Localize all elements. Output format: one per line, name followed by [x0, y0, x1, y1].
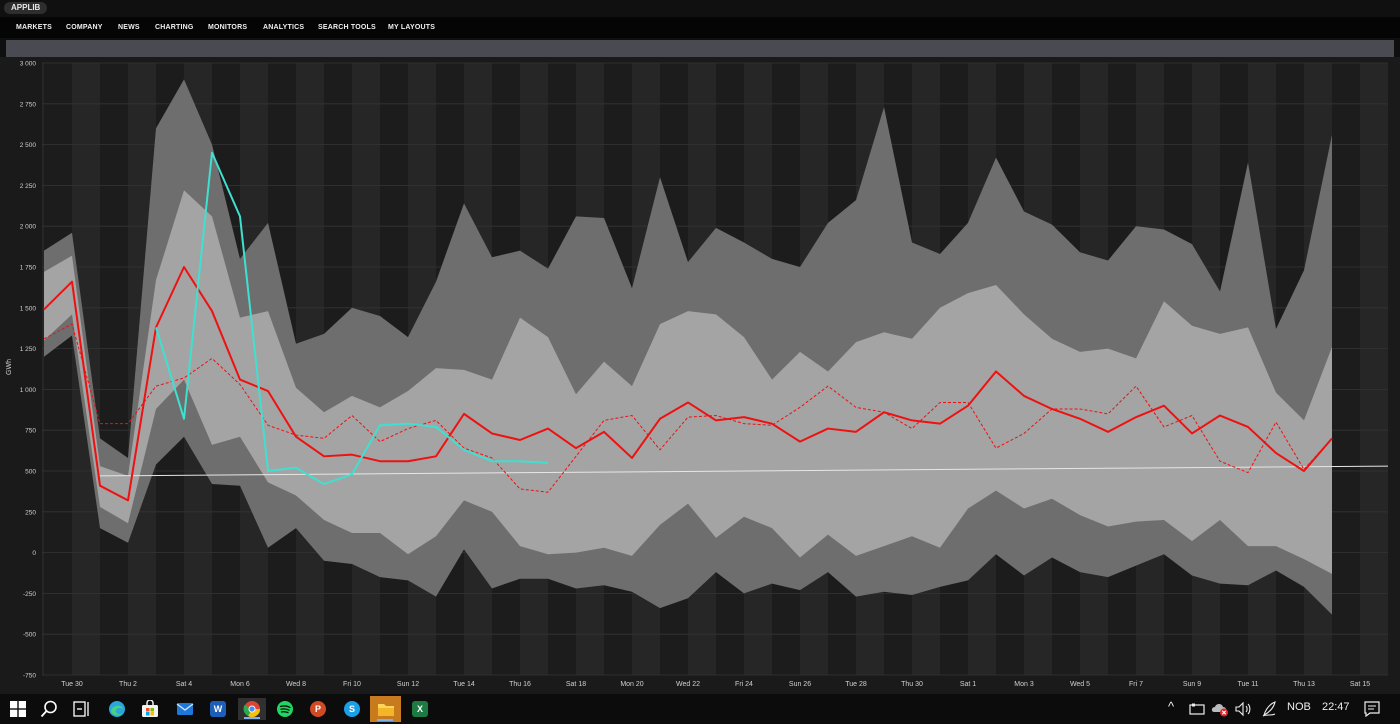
chart-panel[interactable]: 3 000 2 750 2 500 2 250 2 000 1 750 1 500 1 250… [0, 57, 1400, 694]
y-tick-label: 1 750 [20, 265, 37, 272]
x-tick-label: Mon 6 [230, 681, 250, 688]
y-tick-label: -750 [23, 673, 36, 680]
y-tick-label: 1 000 [20, 387, 37, 394]
x-tick-label: Sun 9 [1183, 681, 1201, 688]
series-line-1 [43, 323, 1333, 493]
y-tick-label: 250 [25, 509, 36, 516]
language-indicator[interactable]: NOB [1287, 701, 1311, 713]
menu-company[interactable]: COMPANY [66, 24, 103, 31]
x-tick-label: Wed 8 [286, 681, 306, 688]
excel-icon[interactable]: X [409, 698, 431, 720]
powerpoint-icon[interactable]: P [307, 698, 329, 720]
spotify-icon[interactable] [274, 698, 296, 720]
main-menu: MARKETS COMPANY NEWS CHARTING MONITORS A… [0, 17, 1400, 38]
y-tick-label: 750 [25, 428, 36, 435]
mail-icon[interactable] [174, 698, 196, 720]
y-tick-label: -250 [23, 591, 36, 598]
baseline-trend-line [99, 465, 1389, 477]
x-tick-label: Fri 24 [735, 681, 753, 688]
file-explorer-icon[interactable] [370, 696, 401, 722]
x-tick-label: Tue 28 [845, 681, 867, 688]
menu-monitors[interactable]: MONITORS [208, 24, 248, 31]
series-line-2 [155, 151, 549, 486]
y-tick-label: 2 500 [20, 142, 37, 149]
column-shade [42, 63, 44, 675]
menu-my-layouts[interactable]: MY LAYOUTS [388, 24, 436, 31]
y-axis-label: GWh [6, 359, 13, 375]
x-tick-label: Mon 20 [620, 681, 643, 688]
y-tick-label: 1 500 [20, 305, 37, 312]
menu-charting[interactable]: CHARTING [155, 24, 194, 31]
chrome-icon[interactable] [238, 698, 266, 720]
store-icon[interactable] [139, 698, 161, 720]
x-tick-label: Fri 7 [1129, 681, 1143, 688]
title-bar: APPLIB [0, 0, 1400, 17]
volume-icon[interactable] [1232, 698, 1254, 720]
x-tick-label: Thu 2 [119, 681, 137, 688]
x-tick-label: Sat 1 [960, 681, 976, 688]
menu-markets[interactable]: MARKETS [16, 24, 53, 31]
x-tick-label: Mon 3 [1014, 681, 1034, 688]
notification-icon[interactable] [1361, 698, 1383, 720]
x-tick-label: Thu 16 [509, 681, 531, 688]
x-tick-label: Fri 10 [343, 681, 361, 688]
x-tick-label: Tue 11 [1237, 681, 1258, 688]
y-tick-label: 2 000 [20, 224, 37, 231]
pen-icon[interactable] [1259, 698, 1281, 720]
excel-letter: X [412, 701, 428, 717]
y-tick-label: 500 [25, 469, 36, 476]
y-tick-label: 1 250 [20, 346, 37, 353]
y-tick-label: -500 [23, 632, 36, 639]
word-letter: W [210, 701, 226, 717]
x-tick-label: Sun 12 [397, 681, 419, 688]
ppt-letter: P [310, 701, 326, 717]
clock[interactable]: 22:47 [1322, 701, 1350, 713]
word-icon[interactable]: W [207, 698, 229, 720]
start-icon[interactable] [7, 698, 29, 720]
gwh-chart[interactable]: 3 000 2 750 2 500 2 250 2 000 1 750 1 500 1 250… [0, 57, 1400, 694]
y-tick-label: 3 000 [20, 61, 37, 68]
y-tick-label: 0 [32, 550, 36, 557]
x-tick-label: Sun 26 [789, 681, 811, 688]
menu-analytics[interactable]: ANALYTICS [263, 24, 305, 31]
y-tick-label: 2 250 [20, 183, 37, 190]
column-shade [1360, 63, 1388, 675]
active-indicator-explorer [377, 719, 393, 721]
inner-range-band [44, 190, 1332, 574]
x-tick-label: Tue 30 [61, 681, 83, 688]
skype-icon[interactable]: S [341, 698, 363, 720]
task-view-icon[interactable] [71, 698, 93, 720]
tablet-mode-icon[interactable] [1186, 698, 1208, 720]
chevron-up-icon[interactable]: ^ [1168, 699, 1175, 714]
x-tick-label: Sat 15 [1350, 681, 1370, 688]
edge-icon[interactable] [106, 698, 128, 720]
app-title[interactable]: APPLIB [4, 2, 48, 14]
x-tick-label: Thu 13 [1293, 681, 1315, 688]
x-tick-label: Sat 4 [176, 681, 192, 688]
x-tick-label: Tue 14 [453, 681, 475, 688]
x-tick-label: Sat 18 [566, 681, 586, 688]
active-indicator [244, 717, 260, 719]
skype-letter: S [344, 701, 360, 717]
windows-taskbar: W P S X ^ NOB 22:47 [0, 694, 1400, 724]
search-icon[interactable] [38, 698, 60, 720]
menu-news[interactable]: NEWS [118, 24, 140, 31]
y-tick-label: 2 750 [20, 101, 37, 108]
onedrive-error-icon[interactable] [1209, 698, 1231, 720]
menu-search-tools[interactable]: SEARCH TOOLS [318, 24, 376, 31]
toolbar-strip [6, 40, 1394, 57]
x-tick-label: Thu 30 [901, 681, 923, 688]
x-tick-label: Wed 22 [676, 681, 700, 688]
x-tick-label: Wed 5 [1070, 681, 1090, 688]
